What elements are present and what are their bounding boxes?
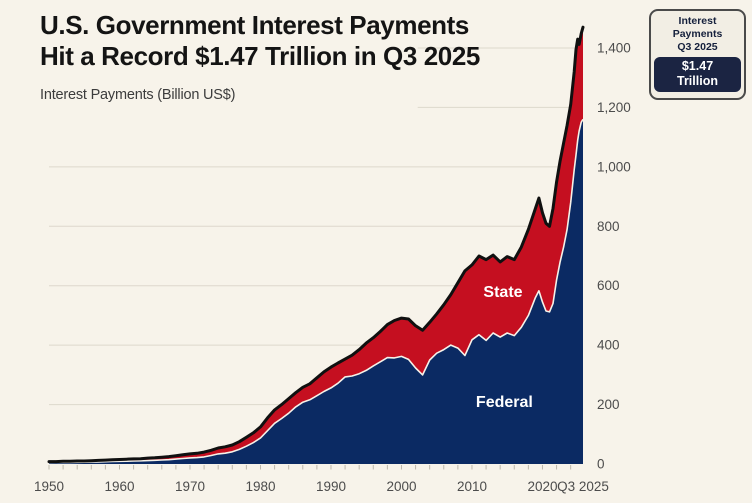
federal-area bbox=[49, 119, 583, 465]
y-axis-label: 1,200 bbox=[597, 100, 631, 115]
title-line-2: Hit a Record $1.47 Trillion in Q3 2025 bbox=[40, 41, 480, 71]
y-axis-label: 600 bbox=[597, 278, 620, 293]
x-axis-label: 1980 bbox=[245, 479, 275, 494]
x-axis-label: 1950 bbox=[34, 479, 64, 494]
x-axis-label: 2000 bbox=[386, 479, 416, 494]
y-axis-label: 1,000 bbox=[597, 159, 631, 174]
x-axis-label: 1970 bbox=[175, 479, 205, 494]
y-axis-label: 800 bbox=[597, 219, 620, 234]
badge-value-pill: $1.47 Trillion bbox=[654, 57, 741, 92]
title-line-1: U.S. Government Interest Payments bbox=[40, 10, 469, 40]
y-axis-label: 400 bbox=[597, 338, 620, 353]
record-value-badge: Interest Payments Q3 2025 $1.47 Trillion bbox=[649, 9, 746, 100]
page-title: U.S. Government Interest Payments Hit a … bbox=[40, 10, 480, 72]
x-axis-label: 1990 bbox=[316, 479, 346, 494]
chart-units-subtitle: Interest Payments (Billion US$) bbox=[40, 87, 236, 103]
x-axis-label: Q3 2025 bbox=[557, 479, 609, 494]
x-axis-label: 2020 bbox=[527, 479, 557, 494]
x-axis-label: 1960 bbox=[104, 479, 134, 494]
badge-label-line2: Q3 2025 bbox=[677, 41, 718, 53]
series-label-federal: Federal bbox=[476, 394, 533, 411]
y-axis-label: 0 bbox=[597, 457, 605, 472]
badge-label-line1: Interest Payments bbox=[672, 15, 723, 40]
federal-top-separator-line bbox=[48, 118, 584, 464]
y-axis-label: 200 bbox=[597, 397, 620, 412]
x-axis-label: 2010 bbox=[457, 479, 487, 494]
y-axis-label: 1,400 bbox=[597, 41, 631, 56]
series-label-state: State bbox=[483, 284, 522, 301]
total-outline bbox=[47, 25, 585, 464]
